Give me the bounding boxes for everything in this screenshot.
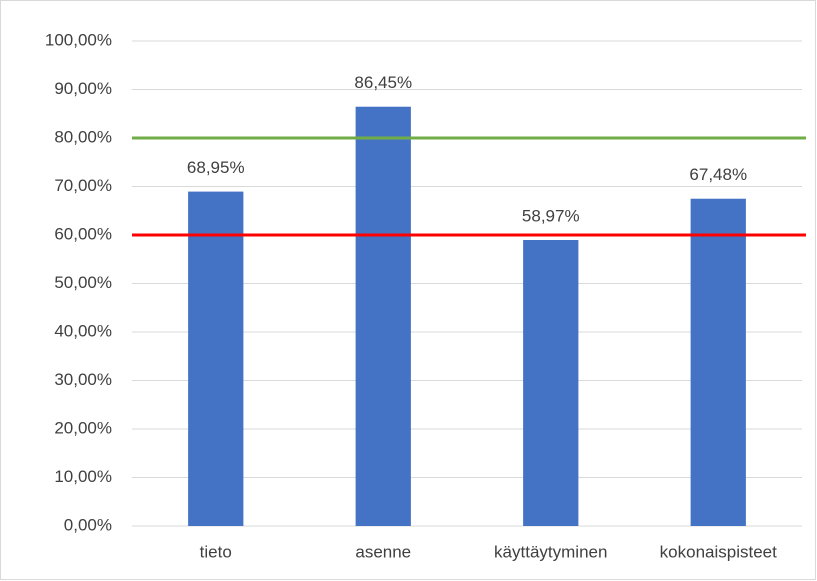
- data-label: 86,45%: [354, 73, 412, 92]
- y-tick-label: 60,00%: [54, 224, 112, 243]
- x-tick-label: kokonaispisteet: [660, 542, 777, 561]
- y-tick-label: 90,00%: [54, 79, 112, 98]
- y-tick-label: 100,00%: [45, 30, 112, 49]
- bar: [523, 239, 579, 527]
- y-tick-label: 80,00%: [54, 127, 112, 146]
- y-tick-label: 30,00%: [54, 370, 112, 389]
- x-tick-label: tieto: [200, 542, 232, 561]
- y-tick-label: 50,00%: [54, 273, 112, 292]
- data-label: 58,97%: [522, 206, 580, 225]
- bar: [355, 106, 411, 526]
- y-tick-label: 20,00%: [54, 418, 112, 437]
- data-label: 68,95%: [187, 158, 245, 177]
- y-tick-label: 10,00%: [54, 467, 112, 486]
- x-tick-label: käyttäytyminen: [494, 542, 607, 561]
- y-tick-label: 0,00%: [64, 515, 112, 534]
- bar: [188, 191, 244, 526]
- y-tick-label: 70,00%: [54, 176, 112, 195]
- data-label: 67,48%: [689, 165, 747, 184]
- bar: [690, 198, 746, 527]
- y-tick-label: 40,00%: [54, 321, 112, 340]
- x-tick-label: asenne: [355, 542, 411, 561]
